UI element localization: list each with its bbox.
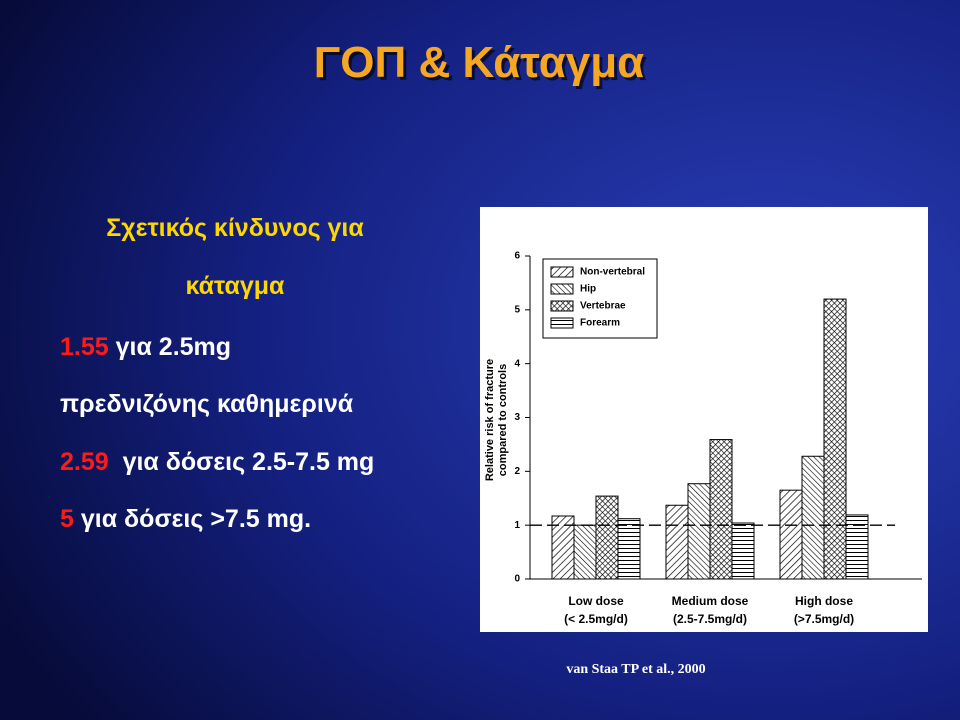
y-tick-label: 6 bbox=[514, 251, 520, 262]
highlight: 2.59 bbox=[60, 448, 109, 476]
legend-label: Non-vertebral bbox=[580, 267, 645, 278]
x-tick-label: (>7.5mg/d) bbox=[794, 612, 854, 626]
legend-swatch bbox=[550, 317, 574, 329]
bar bbox=[617, 518, 641, 580]
y-tick-label: 3 bbox=[514, 412, 520, 423]
heading: κάταγμα bbox=[186, 272, 286, 300]
bar bbox=[665, 504, 689, 580]
body-text: για δόσεις >7.5 mg. bbox=[81, 505, 311, 533]
y-axis-label: compared to controls bbox=[497, 364, 509, 476]
highlight: 1.55 bbox=[60, 333, 109, 361]
bar bbox=[687, 483, 711, 580]
legend-swatch bbox=[550, 283, 574, 295]
chart: 0 1 2 3 4 5 6 Relative risk of fracture compared… bbox=[484, 251, 922, 626]
citation: van Staa TP et al., 2000 bbox=[566, 662, 705, 677]
body-line: πρεδνιζόνης καθημερινά bbox=[60, 390, 354, 418]
legend-label: Vertebrae bbox=[580, 301, 626, 312]
legend-swatch bbox=[550, 266, 574, 278]
x-tick-label: Low dose bbox=[568, 594, 624, 608]
bar bbox=[845, 514, 869, 580]
y-tick-label: 2 bbox=[514, 466, 520, 477]
y-tick-label: 4 bbox=[514, 358, 520, 369]
bar bbox=[779, 489, 803, 580]
body-text: για 2.5mg bbox=[116, 333, 231, 361]
legend-label: Hip bbox=[580, 284, 596, 295]
x-tick-label: (< 2.5mg/d) bbox=[564, 612, 628, 626]
x-tick-label: High dose bbox=[795, 594, 853, 608]
y-tick-label: 0 bbox=[514, 574, 520, 585]
x-tick-label: (2.5-7.5mg/d) bbox=[673, 612, 747, 626]
body-text: για δόσεις 2.5-7.5 mg bbox=[123, 448, 375, 476]
title-shadow: ΓΟΠ & Κάταγμα bbox=[317, 41, 647, 90]
heading: Σχετικός κίνδυνος για bbox=[106, 214, 364, 242]
legend-label: Forearm bbox=[580, 318, 620, 329]
legend-swatch bbox=[550, 300, 574, 312]
bar bbox=[823, 298, 847, 580]
x-tick-label: Medium dose bbox=[672, 594, 749, 608]
y-tick-label: 5 bbox=[514, 304, 520, 315]
bar bbox=[595, 495, 619, 580]
bar bbox=[709, 439, 733, 580]
body-line: 2.59 για δόσεις 2.5-7.5 mg bbox=[60, 448, 374, 476]
body-line: 1.55 για 2.5mg bbox=[60, 333, 231, 361]
y-tick-label: 1 bbox=[514, 520, 520, 531]
bar bbox=[573, 524, 597, 580]
slide-title: ΓΟΠ & Κάταγμα bbox=[314, 38, 644, 87]
y-axis-label: Relative risk of fracture bbox=[484, 359, 496, 481]
bar bbox=[801, 455, 825, 580]
body-line: 5 για δόσεις >7.5 mg. bbox=[60, 505, 311, 533]
highlight: 5 bbox=[60, 505, 74, 533]
bar bbox=[731, 522, 755, 580]
